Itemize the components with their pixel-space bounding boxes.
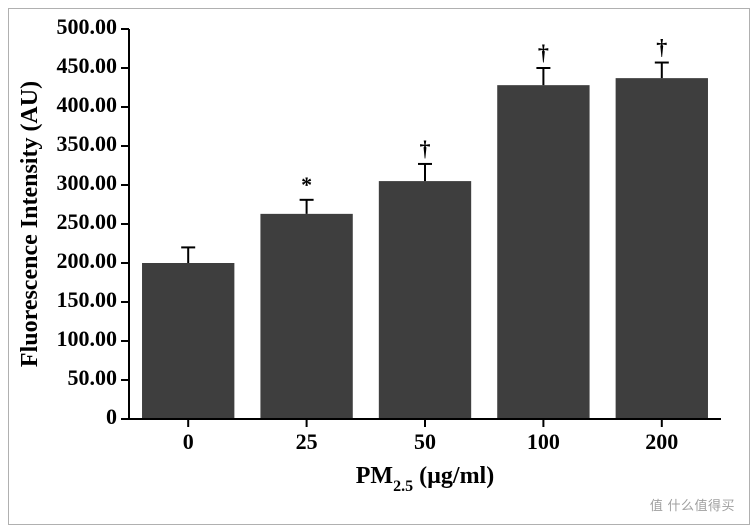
- x-tick-label: 100: [527, 429, 560, 454]
- bar: [142, 263, 234, 419]
- svg-text:500.00: 500.00: [57, 14, 118, 39]
- chart-frame: 0 50.00 100.00 150.00 200.00 250.00 300.00 350.…: [8, 8, 750, 525]
- x-tick-label: 50: [414, 429, 436, 454]
- svg-text:0: 0: [106, 404, 117, 429]
- bar: [616, 78, 708, 419]
- svg-text:250.00: 250.00: [57, 209, 118, 234]
- watermark-text: 值 什么值得买: [650, 495, 735, 514]
- svg-text:50.00: 50.00: [68, 365, 118, 390]
- x-tick-label: 25: [296, 429, 318, 454]
- bar: [379, 181, 471, 419]
- significance-marker: †: [538, 40, 549, 65]
- significance-marker: *: [301, 172, 312, 197]
- bar: [497, 85, 589, 419]
- svg-text:400.00: 400.00: [57, 92, 118, 117]
- y-axis-title: Fluorescence Intensity (AU): [17, 81, 43, 367]
- x-tick-label: 0: [183, 429, 194, 454]
- svg-text:300.00: 300.00: [57, 170, 118, 195]
- svg-text:350.00: 350.00: [57, 131, 118, 156]
- svg-text:450.00: 450.00: [57, 53, 118, 78]
- bar: [260, 214, 352, 419]
- svg-text:150.00: 150.00: [57, 287, 118, 312]
- x-tick-label: 200: [645, 429, 678, 454]
- bar-chart: 0 50.00 100.00 150.00 200.00 250.00 300.00 350.…: [9, 9, 749, 524]
- significance-marker: †: [420, 136, 431, 161]
- x-axis-title: PM2.5 (µg/ml): [356, 463, 494, 495]
- svg-text:200.00: 200.00: [57, 248, 118, 273]
- significance-marker: †: [656, 35, 667, 60]
- svg-text:100.00: 100.00: [57, 326, 118, 351]
